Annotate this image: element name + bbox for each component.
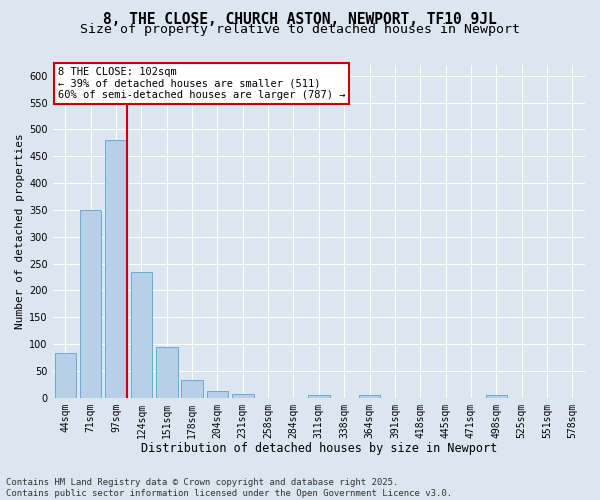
Bar xyxy=(80,210,101,398)
Bar xyxy=(55,353,76,398)
Bar xyxy=(308,394,329,398)
Bar xyxy=(156,346,178,398)
Bar xyxy=(206,390,228,398)
Text: 8, THE CLOSE, CHURCH ASTON, NEWPORT, TF10 9JL: 8, THE CLOSE, CHURCH ASTON, NEWPORT, TF1… xyxy=(103,12,497,28)
Bar xyxy=(105,140,127,398)
Bar xyxy=(232,394,254,398)
X-axis label: Distribution of detached houses by size in Newport: Distribution of detached houses by size … xyxy=(141,442,497,455)
Text: Contains HM Land Registry data © Crown copyright and database right 2025.
Contai: Contains HM Land Registry data © Crown c… xyxy=(6,478,452,498)
Bar xyxy=(181,380,203,398)
Y-axis label: Number of detached properties: Number of detached properties xyxy=(15,134,25,329)
Bar xyxy=(485,395,507,398)
Bar xyxy=(131,272,152,398)
Text: 8 THE CLOSE: 102sqm
← 39% of detached houses are smaller (511)
60% of semi-detac: 8 THE CLOSE: 102sqm ← 39% of detached ho… xyxy=(58,66,346,100)
Text: Size of property relative to detached houses in Newport: Size of property relative to detached ho… xyxy=(80,22,520,36)
Bar xyxy=(359,394,380,398)
